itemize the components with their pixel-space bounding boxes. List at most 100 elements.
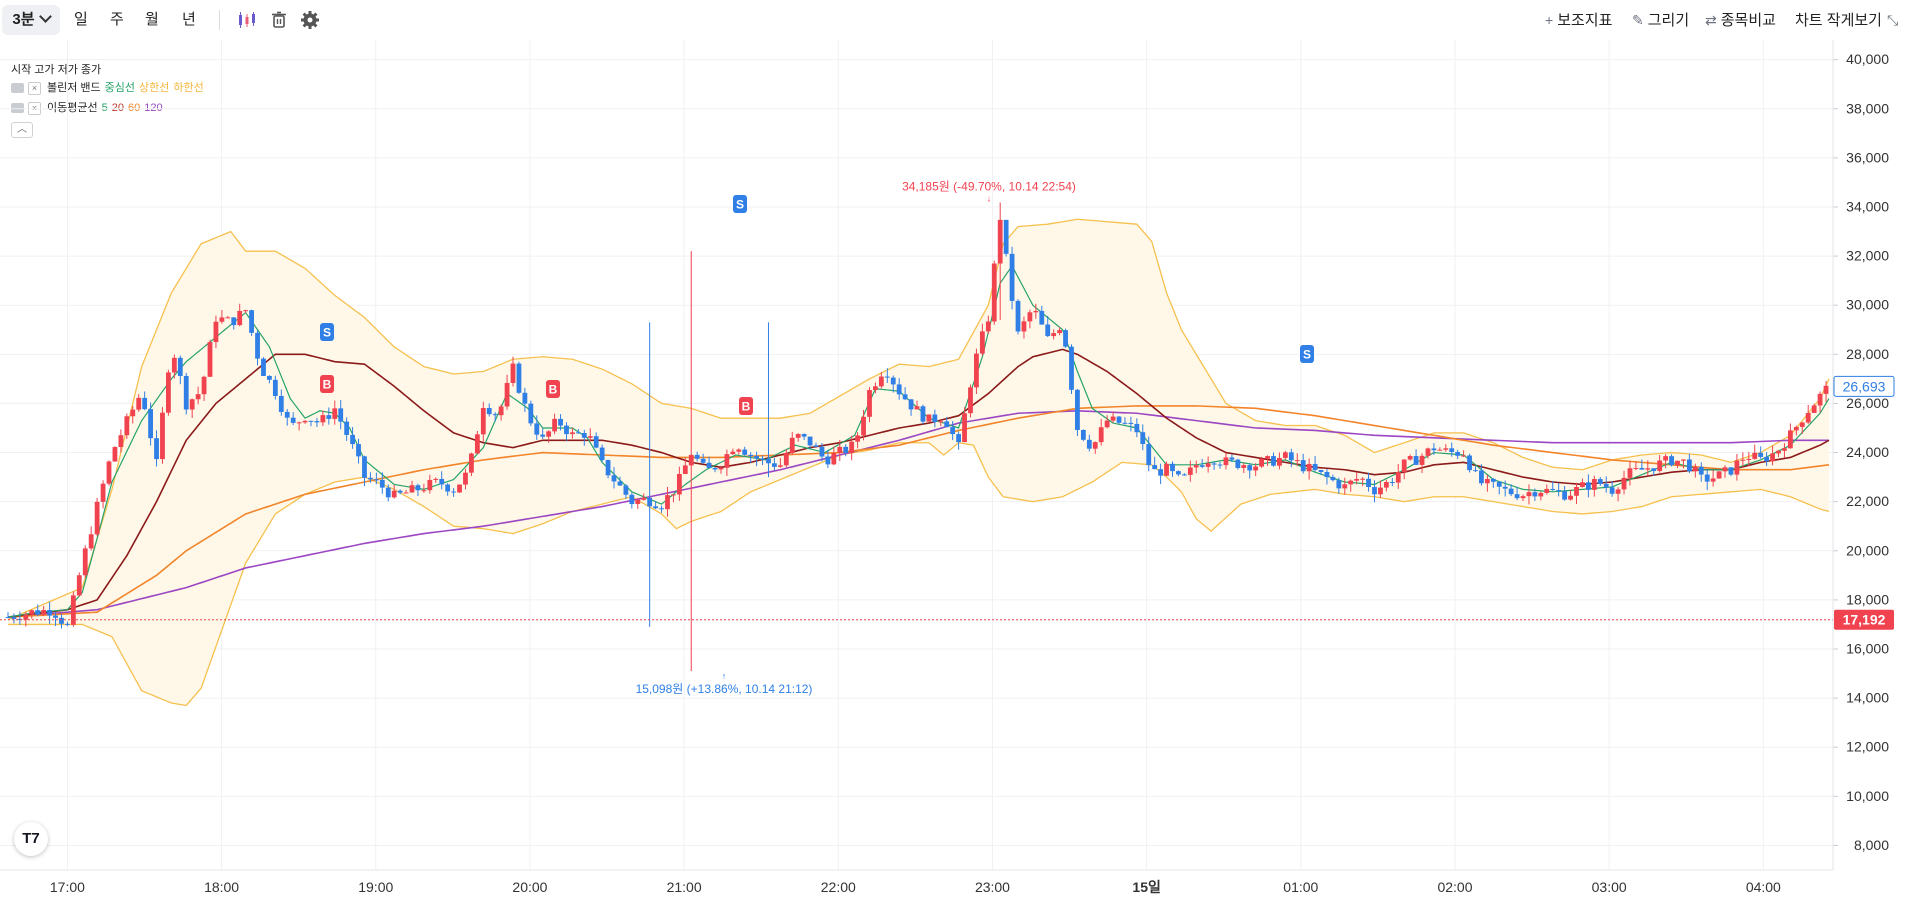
candle-body — [742, 449, 748, 455]
candle-body — [267, 375, 272, 380]
candle-body — [730, 451, 736, 455]
candle-body — [1318, 470, 1324, 473]
candle-body — [59, 617, 64, 624]
candle-body — [1526, 492, 1532, 497]
candle-body — [623, 485, 629, 495]
eye-icon[interactable] — [11, 83, 24, 93]
candle-body — [855, 435, 861, 442]
candle-body — [1330, 477, 1336, 481]
price-tick-label: 28,000 — [1846, 346, 1889, 362]
draw-button[interactable]: ✎ 그리기 — [1632, 5, 1689, 35]
candle-body — [23, 614, 29, 620]
candle-body — [17, 618, 23, 620]
candle-body — [1205, 463, 1211, 467]
candle-body — [688, 454, 694, 466]
candle-body — [272, 379, 278, 396]
legend-collapse-button[interactable]: ︿ — [11, 122, 33, 138]
time-tick-label: 22:00 — [821, 879, 856, 895]
candle-body — [676, 473, 682, 495]
period-week-button[interactable]: 주 — [110, 11, 124, 28]
period-month-button[interactable]: 월 — [145, 11, 159, 28]
candle-body — [540, 434, 546, 437]
gear-icon[interactable] — [298, 8, 322, 32]
candle-body — [1170, 463, 1175, 472]
candle-body — [47, 610, 52, 616]
shrink-chart-button[interactable]: 차트 작게보기 ⤡ — [1795, 5, 1898, 35]
candle-body — [760, 458, 765, 460]
candle-body — [979, 331, 985, 354]
price-chart[interactable]: 17,192 26,693 S B B S B S 34,185원 (-49.70%, 10… — [0, 40, 1907, 902]
indicators-button[interactable]: + 보조지표 — [1545, 5, 1612, 35]
trash-icon[interactable] — [267, 8, 291, 32]
eye-icon[interactable] — [11, 103, 24, 113]
candle-body — [777, 465, 783, 467]
close-icon[interactable]: × — [28, 81, 41, 95]
time-tick-label: 01:00 — [1283, 879, 1318, 895]
candle-body — [278, 395, 284, 412]
candle-body — [1294, 460, 1300, 462]
candle-body — [1538, 492, 1544, 497]
candle-body — [873, 386, 878, 391]
candle-body — [1199, 465, 1205, 467]
candle-body — [1817, 393, 1823, 406]
candle-body — [1223, 457, 1229, 466]
candle-body — [665, 495, 670, 510]
candle-body — [724, 454, 730, 468]
chart-toolbar: 3분 일 주 월 년 + 보조지표 ✎ 그리기 ⇄ 종목비교 차트 작게보기 ⤡ — [0, 0, 1907, 40]
sell-marker — [320, 323, 334, 341]
candle-body — [1098, 427, 1104, 443]
candle-body — [326, 415, 332, 419]
candle-body — [1039, 310, 1045, 325]
candle-body — [1110, 416, 1116, 421]
candle-body — [587, 436, 593, 438]
candle-body — [1211, 463, 1217, 465]
candle-body — [1431, 448, 1437, 451]
time-tick-label: 03:00 — [1592, 879, 1627, 895]
period-day-button[interactable]: 일 — [74, 11, 88, 28]
period-year-button[interactable]: 년 — [182, 11, 196, 28]
time-tick-label: 19:00 — [358, 879, 393, 895]
candle-body — [1609, 487, 1615, 494]
time-tick-label: 17:00 — [50, 879, 85, 895]
candle-body — [1277, 457, 1282, 466]
legend-moving-average: × 이동평균선 5 20 60 120 — [11, 98, 204, 118]
bollinger-upper-label: 상한선 — [139, 82, 170, 94]
bollinger-fill — [8, 219, 1829, 706]
candle-body — [867, 390, 872, 417]
tradingview-logo[interactable]: T7 — [14, 822, 48, 856]
close-icon[interactable]: × — [28, 101, 41, 115]
reference-price-label: 17,192 — [1843, 612, 1886, 628]
candle-body — [1793, 426, 1799, 431]
candle-body — [1597, 479, 1603, 484]
candle-body — [1787, 430, 1793, 449]
candle-body — [1003, 219, 1009, 254]
indicators-label: 보조지표 — [1557, 12, 1613, 29]
candle-body — [1069, 346, 1074, 390]
candle-body — [1603, 483, 1609, 488]
candle-body — [1425, 448, 1431, 456]
time-tick-label: 23:00 — [975, 879, 1010, 895]
candle-body — [831, 453, 837, 465]
high-annotation: 34,185원 (-49.70%, 10.14 22:54) — [902, 179, 1076, 193]
candle-body — [486, 408, 492, 415]
interval-selector[interactable]: 3분 — [2, 5, 60, 35]
candle-body — [1324, 472, 1330, 478]
candle-body — [415, 485, 421, 491]
price-tick-label: 22,000 — [1846, 493, 1889, 509]
candle-body — [575, 432, 581, 434]
candle-body — [338, 408, 344, 422]
candle-body — [1306, 463, 1312, 472]
candle-body — [433, 478, 439, 480]
candle-body — [819, 446, 825, 457]
candle-body — [1758, 452, 1764, 457]
candle-body — [1811, 405, 1817, 413]
reference-price-badge — [1834, 609, 1894, 630]
candle-body — [1241, 465, 1247, 468]
candle-body — [255, 332, 260, 359]
swap-arrows-icon: ⇄ — [1705, 12, 1717, 28]
candle-body — [1247, 465, 1253, 471]
candle-body — [118, 435, 124, 448]
candle-body — [1669, 456, 1674, 466]
compare-button[interactable]: ⇄ 종목비교 — [1705, 5, 1776, 35]
chart-type-candle-icon[interactable] — [235, 8, 259, 32]
